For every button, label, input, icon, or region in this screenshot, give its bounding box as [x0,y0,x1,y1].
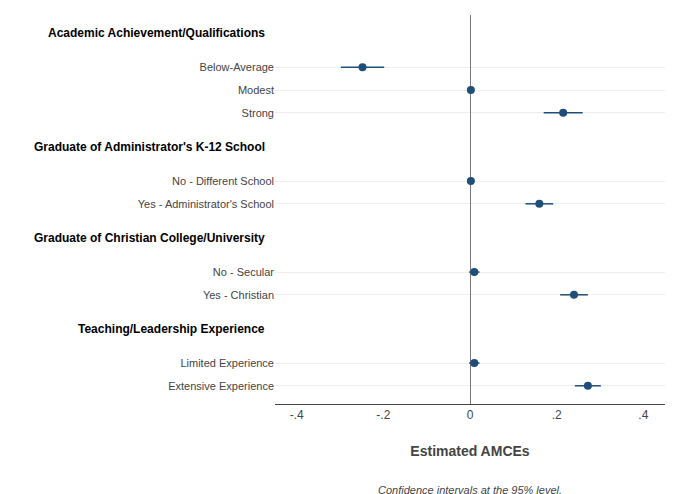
svg-text:Yes - Christian: Yes - Christian [203,289,274,301]
svg-text:Limited Experience: Limited Experience [180,357,274,369]
svg-text:No - Different School: No - Different School [172,175,274,187]
svg-text:Strong: Strong [242,107,274,119]
svg-text:0: 0 [467,408,474,422]
svg-text:-.2: -.2 [376,408,390,422]
svg-text:Below-Average: Below-Average [200,61,274,73]
svg-text:Estimated AMCEs: Estimated AMCEs [410,443,530,459]
svg-text:Graduate of Administrator's K-: Graduate of Administrator's K-12 School [34,140,265,154]
svg-text:No - Secular: No - Secular [213,266,274,278]
svg-text:.4: .4 [638,408,648,422]
svg-text:Graduate of Christian College/: Graduate of Christian College/University [34,231,265,245]
svg-text:Teaching/Leadership Experience: Teaching/Leadership Experience [78,322,265,336]
svg-text:.2: .2 [552,408,562,422]
svg-text:-.4: -.4 [290,408,304,422]
svg-text:Academic Achievement/Qualifica: Academic Achievement/Qualifications [48,26,265,40]
svg-text:Yes - Administrator's School: Yes - Administrator's School [138,198,274,210]
svg-text:Extensive Experience: Extensive Experience [168,380,274,392]
svg-text:Confidence intervals at the 95: Confidence intervals at the 95% level. [378,484,562,494]
svg-text:Modest: Modest [238,84,274,96]
